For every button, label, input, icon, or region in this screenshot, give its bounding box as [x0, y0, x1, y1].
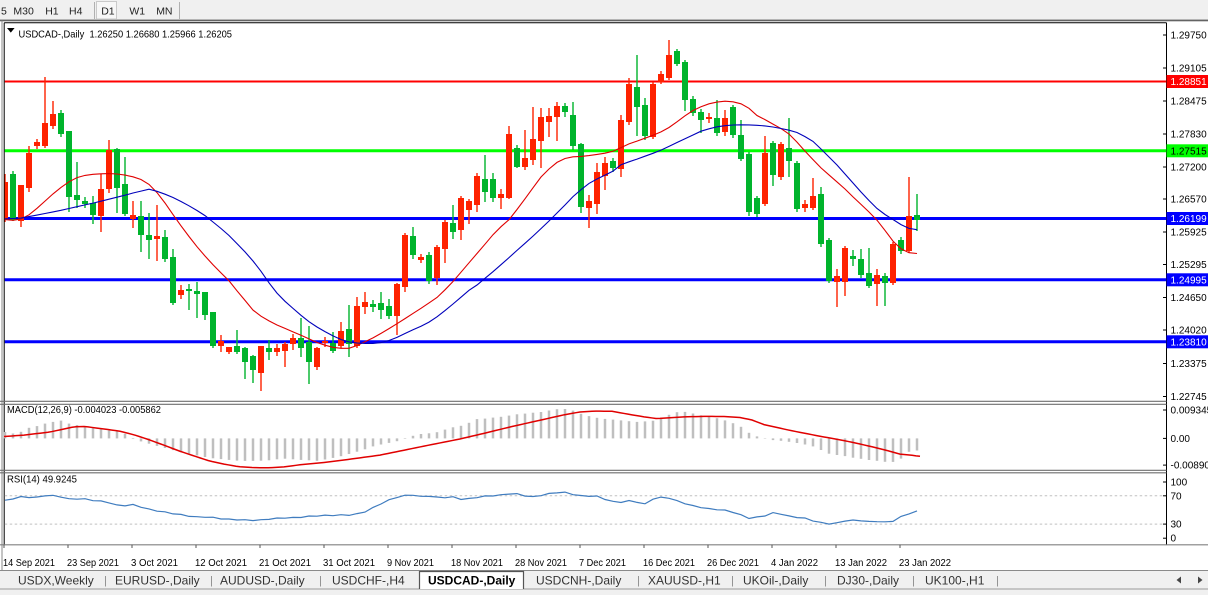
svg-text:1.29750: 1.29750 — [1171, 31, 1208, 42]
svg-text:1.24650: 1.24650 — [1171, 293, 1208, 304]
svg-text:M30: M30 — [13, 6, 34, 18]
svg-text:12 Oct 2021: 12 Oct 2021 — [195, 558, 247, 569]
svg-text:21 Oct 2021: 21 Oct 2021 — [259, 558, 311, 569]
svg-text:H4: H4 — [69, 6, 83, 18]
svg-text:RSI(14) 49.9245: RSI(14) 49.9245 — [7, 474, 77, 486]
svg-text:1.27515: 1.27515 — [1171, 146, 1208, 157]
svg-text:4 Jan 2022: 4 Jan 2022 — [771, 558, 818, 569]
svg-text:0: 0 — [1171, 534, 1177, 545]
svg-text:|: | — [319, 575, 322, 587]
svg-text:|: | — [210, 575, 213, 587]
svg-text:26 Dec 2021: 26 Dec 2021 — [707, 558, 759, 569]
svg-text:0.00: 0.00 — [1171, 434, 1191, 445]
svg-text:UK100-,H1: UK100-,H1 — [925, 574, 985, 588]
svg-text:0.009345: 0.009345 — [1171, 406, 1208, 417]
svg-text:-0.008902: -0.008902 — [1171, 461, 1208, 472]
svg-text:USDCNH-,Daily: USDCNH-,Daily — [536, 574, 621, 588]
svg-text:USDCHF-,H4: USDCHF-,H4 — [332, 574, 405, 588]
svg-text:14 Sep 2021: 14 Sep 2021 — [3, 558, 55, 569]
svg-text:1.23810: 1.23810 — [1171, 337, 1208, 348]
svg-text:UKOil-,Daily: UKOil-,Daily — [743, 574, 808, 588]
svg-text:|: | — [637, 575, 640, 587]
svg-text:1.26199: 1.26199 — [1171, 214, 1208, 225]
svg-text:1.28475: 1.28475 — [1171, 97, 1208, 108]
svg-text:USDCAD-,Daily: USDCAD-,Daily — [428, 574, 516, 588]
svg-text:MACD(12,26,9) -0.004023 -0.005: MACD(12,26,9) -0.004023 -0.005862 — [7, 404, 161, 416]
svg-text:USDCAD-,Daily 1.26250 1.26680: USDCAD-,Daily 1.26250 1.26680 1.25966 1.… — [19, 30, 233, 41]
svg-text:5: 5 — [1, 6, 7, 18]
svg-text:13 Jan 2022: 13 Jan 2022 — [835, 558, 887, 569]
svg-text:|: | — [996, 575, 999, 587]
svg-text:USDX,Weekly: USDX,Weekly — [18, 574, 94, 588]
svg-text:|: | — [104, 575, 107, 587]
svg-text:|: | — [731, 575, 734, 587]
svg-text:30: 30 — [1171, 520, 1183, 531]
svg-text:3 Oct 2021: 3 Oct 2021 — [131, 558, 178, 569]
svg-text:1.25295: 1.25295 — [1171, 260, 1208, 271]
svg-text:1.22745: 1.22745 — [1171, 392, 1208, 403]
svg-text:1.28851: 1.28851 — [1171, 77, 1208, 88]
svg-text:W1: W1 — [129, 6, 145, 18]
svg-text:28 Nov 2021: 28 Nov 2021 — [515, 558, 567, 569]
svg-text:XAUUSD-,H1: XAUUSD-,H1 — [648, 574, 721, 588]
svg-text:31 Oct 2021: 31 Oct 2021 — [323, 558, 375, 569]
svg-text:1.27200: 1.27200 — [1171, 163, 1208, 174]
svg-text:100: 100 — [1171, 478, 1188, 489]
svg-text:AUDUSD-,Daily: AUDUSD-,Daily — [220, 574, 305, 588]
svg-text:1.24020: 1.24020 — [1171, 326, 1208, 337]
svg-text:16 Dec 2021: 16 Dec 2021 — [643, 558, 695, 569]
svg-text:DJ30-,Daily: DJ30-,Daily — [837, 574, 899, 588]
svg-text:MN: MN — [156, 6, 172, 18]
svg-text:1.24995: 1.24995 — [1171, 275, 1208, 286]
svg-text:EURUSD-,Daily: EURUSD-,Daily — [115, 574, 200, 588]
svg-text:D1: D1 — [101, 6, 115, 18]
svg-text:23 Sep 2021: 23 Sep 2021 — [67, 558, 119, 569]
svg-text:|: | — [912, 575, 915, 587]
svg-text:1.26570: 1.26570 — [1171, 195, 1208, 206]
svg-text:1.25925: 1.25925 — [1171, 228, 1208, 239]
svg-text:1.23375: 1.23375 — [1171, 359, 1208, 370]
svg-text:1.29105: 1.29105 — [1171, 64, 1208, 75]
svg-text:18 Nov 2021: 18 Nov 2021 — [451, 558, 503, 569]
svg-text:23 Jan 2022: 23 Jan 2022 — [899, 558, 951, 569]
svg-text:7 Dec 2021: 7 Dec 2021 — [579, 558, 626, 569]
svg-text:1.27830: 1.27830 — [1171, 130, 1208, 141]
svg-text:|: | — [824, 575, 827, 587]
svg-text:70: 70 — [1171, 491, 1183, 502]
svg-text:9 Nov 2021: 9 Nov 2021 — [387, 558, 434, 569]
svg-text:H1: H1 — [45, 6, 59, 18]
